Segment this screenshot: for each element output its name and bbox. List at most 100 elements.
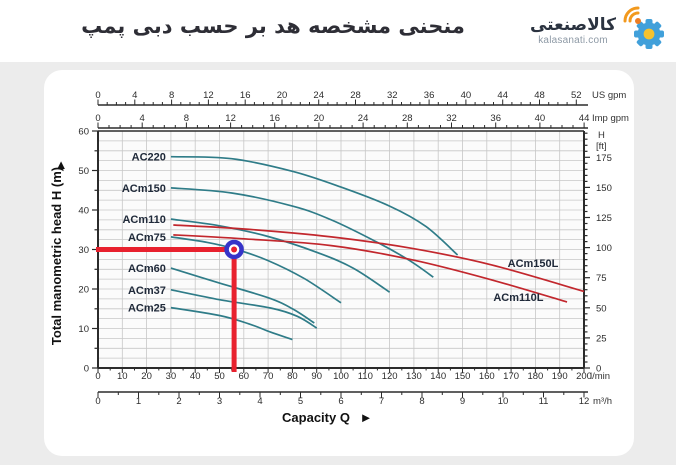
- svg-text:190: 190: [552, 371, 568, 382]
- axis-us_gpm: 0 4 8 12 16 20 24 28 32 36 40 44 48 52 US gpm: [95, 90, 626, 106]
- svg-text:52: 52: [571, 90, 582, 101]
- curve-ACm110: [170, 218, 391, 293]
- svg-text:125: 125: [596, 213, 612, 224]
- svg-text:1: 1: [136, 396, 141, 407]
- axis-m3h: 0 1 2 3 4 5 6 7 8 9 10 11 12 m³/h: [95, 391, 612, 407]
- svg-text:180: 180: [527, 371, 543, 382]
- svg-text:32: 32: [387, 90, 398, 101]
- svg-text:70: 70: [263, 371, 274, 382]
- pump-curves: AC220 ACm150 ACm110 ACm75 ACm60 ACm37 ACm25 ACm…: [122, 152, 585, 341]
- svg-text:36: 36: [424, 90, 435, 101]
- operating-point-center: [231, 246, 238, 253]
- svg-text:4: 4: [140, 113, 145, 124]
- svg-text:130: 130: [406, 371, 422, 382]
- highlight-crosshair: [96, 239, 244, 372]
- svg-text:4: 4: [257, 396, 262, 407]
- svg-text:100: 100: [596, 243, 612, 254]
- svg-text:28: 28: [350, 90, 361, 101]
- svg-text:12: 12: [203, 90, 214, 101]
- svg-text:30: 30: [78, 245, 89, 256]
- svg-text:140: 140: [430, 371, 446, 382]
- svg-text:175: 175: [596, 153, 612, 164]
- svg-text:32: 32: [446, 113, 457, 124]
- x-axis-title: Capacity Q: [282, 410, 350, 425]
- brand-name: کالاصنعتی: [529, 14, 616, 35]
- svg-text:H: H: [598, 130, 605, 141]
- svg-text:11: 11: [539, 396, 549, 407]
- svg-text:20: 20: [78, 285, 89, 296]
- curve-label-ACm150L: ACm150L: [508, 258, 559, 270]
- svg-text:10: 10: [498, 396, 509, 407]
- gridlines: [98, 131, 584, 368]
- svg-text:60: 60: [239, 371, 250, 382]
- svg-text:24: 24: [358, 113, 369, 124]
- curve-ACm60: [170, 267, 315, 324]
- svg-text:0: 0: [95, 90, 100, 101]
- svg-text:100: 100: [333, 371, 349, 382]
- svg-text:6: 6: [338, 396, 343, 407]
- curve-label-AC220: AC220: [132, 152, 166, 164]
- svg-text:150: 150: [596, 183, 612, 194]
- svg-text:16: 16: [269, 113, 280, 124]
- gear-shape: [634, 19, 664, 49]
- curve-label-ACm110: ACm110: [122, 214, 165, 226]
- brand-logo: کالاصنعتی kalasanati.com: [530, 6, 668, 54]
- axis-head-ft: 0 25 50 75 100 125 150 175 H[ft]: [584, 130, 612, 375]
- signal-dot: [635, 18, 641, 24]
- svg-text:0: 0: [596, 364, 601, 375]
- svg-text:0: 0: [95, 113, 100, 124]
- svg-text:50: 50: [78, 166, 89, 177]
- signal-arc-outer: [623, 6, 640, 23]
- svg-text:0: 0: [95, 371, 100, 382]
- svg-text:44: 44: [497, 90, 508, 101]
- logo-gear-icon: [623, 6, 664, 49]
- curve-ACm75: [170, 236, 342, 304]
- curve-label-ACm60: ACm60: [128, 263, 166, 275]
- chart-panel: 0 4 8 12 16 20 24 28 32 36 40 44 48 52 US gpm 0 4 8 12 16 20…: [44, 70, 634, 456]
- svg-text:50: 50: [596, 303, 607, 314]
- svg-text:75: 75: [596, 273, 607, 284]
- svg-text:150: 150: [455, 371, 471, 382]
- y-axis-title: Total manometric head H (m): [49, 167, 64, 345]
- curve-label-ACm150: ACm150: [122, 183, 166, 195]
- curve-ACm25: [170, 306, 293, 341]
- curve-ACm110L: [173, 234, 568, 303]
- svg-text:4: 4: [132, 90, 137, 101]
- brand-domain: kalasanati.com: [538, 34, 608, 46]
- svg-text:30: 30: [166, 371, 177, 382]
- svg-text:0: 0: [95, 396, 100, 407]
- svg-text:20: 20: [314, 113, 325, 124]
- svg-text:m³/h: m³/h: [593, 396, 612, 407]
- svg-text:8: 8: [419, 396, 424, 407]
- svg-text:US gpm: US gpm: [592, 90, 626, 101]
- svg-text:Imp gpm: Imp gpm: [592, 113, 629, 124]
- svg-text:3: 3: [217, 396, 222, 407]
- curve-ACm150L: [173, 224, 585, 293]
- signal-arc-inner: [628, 11, 640, 23]
- x-axis-arrow: ►: [360, 410, 373, 425]
- svg-text:36: 36: [490, 113, 501, 124]
- axis-head-m: 0 10 20 30 40 50 60: [78, 127, 98, 375]
- curve-label-ACm110L: ACm110L: [493, 292, 543, 304]
- svg-text:40: 40: [535, 113, 546, 124]
- brand-text: کالاصنعتی kalasanati.com: [530, 15, 616, 46]
- svg-text:l/min: l/min: [590, 371, 610, 382]
- svg-text:170: 170: [503, 371, 519, 382]
- axis-lmin: 0 10 20 30 40 50 60 70 80 90 100 110 120 130 140 150 160…: [95, 368, 610, 382]
- curve-label-ACm25: ACm25: [128, 303, 166, 315]
- header: منحنی مشخصه هد بر حسب دبی پمپ کالاصنعتی …: [0, 0, 676, 62]
- svg-text:0: 0: [84, 364, 89, 375]
- svg-text:9: 9: [460, 396, 465, 407]
- svg-text:12: 12: [225, 113, 236, 124]
- svg-text:60: 60: [78, 127, 89, 138]
- svg-text:40: 40: [190, 371, 201, 382]
- svg-text:50: 50: [214, 371, 225, 382]
- svg-text:16: 16: [240, 90, 251, 101]
- svg-text:110: 110: [358, 371, 373, 382]
- svg-text:2: 2: [176, 396, 181, 407]
- page-title: منحنی مشخصه هد بر حسب دبی پمپ: [81, 14, 465, 38]
- svg-text:160: 160: [479, 371, 495, 382]
- svg-text:[ft]: [ft]: [596, 141, 607, 152]
- svg-text:90: 90: [311, 371, 322, 382]
- y-axis-arrow: ▲: [55, 157, 68, 172]
